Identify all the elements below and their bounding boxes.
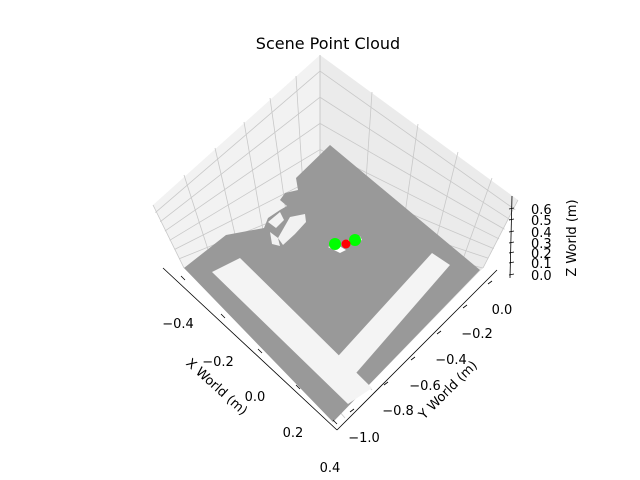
z-tick-label: 0.6: [531, 203, 552, 218]
y-tick-mark: [487, 280, 493, 285]
red-point: [341, 239, 351, 249]
z-tick-label: 0.2: [531, 247, 552, 262]
y-axis-line: [336, 269, 498, 431]
y-tick-label: −0.2: [461, 327, 493, 342]
x-tick-label: 0.4: [320, 461, 341, 476]
floor-hole-left: [212, 258, 372, 404]
x-tick-mark: [295, 384, 301, 390]
z-tick-mark: [508, 261, 515, 264]
z-tick-mark: [508, 218, 515, 221]
x-tick-label: −0.4: [162, 317, 194, 332]
chart-title: Scene Point Cloud: [256, 34, 400, 53]
y-tick-mark: [410, 356, 416, 361]
z-tick-label: 0.3: [531, 237, 552, 252]
x-tick-mark: [257, 348, 263, 354]
y-tick-label: −0.4: [435, 353, 467, 368]
floor-hole-right: [330, 253, 450, 380]
z-tick-label: 0.4: [531, 226, 552, 241]
y-tick-mark: [462, 304, 468, 309]
z-tick-mark: [508, 241, 515, 244]
z-axis-ticks: 0.00.10.20.30.40.50.6: [508, 203, 552, 284]
object-markers: [328, 234, 362, 253]
y-tick-label: 0.0: [492, 303, 513, 318]
z-tick-label: 0.1: [531, 257, 552, 272]
x-tick-label: 0.0: [245, 390, 266, 405]
z-axis-label: Z World (m): [565, 199, 580, 276]
notch-upper: [268, 212, 284, 228]
green-point: [349, 234, 361, 246]
x-tick-mark: [180, 275, 186, 281]
z-tick-label: 0.0: [531, 269, 552, 284]
x-tick-label: 0.2: [283, 426, 304, 441]
x-tick-mark: [220, 313, 226, 319]
y-tick-label: −1.0: [348, 431, 380, 446]
z-tick-mark: [508, 230, 515, 233]
x-tick-mark: [332, 419, 338, 425]
x-axis-ticks: −0.4 −0.2 0.0 0.2 0.4: [162, 275, 341, 476]
y-tick-label: −0.6: [409, 379, 441, 394]
notch-step: [270, 232, 280, 246]
y-tick-mark: [383, 381, 389, 386]
floor-patch: [184, 145, 480, 422]
y-tick-mark: [349, 408, 355, 413]
axis-lines: [162, 195, 513, 431]
x-tick-label: −0.2: [202, 355, 234, 370]
z-tick-mark: [508, 273, 515, 276]
notch-mid: [278, 214, 306, 245]
z-tick-label: 0.5: [531, 214, 552, 229]
z-tick-mark: [508, 251, 515, 254]
y-tick-label: −0.8: [382, 404, 414, 419]
y-axis-ticks: 0.0 −0.2 −0.4 −0.6 −0.8−1.0: [348, 280, 513, 446]
green-point: [329, 238, 341, 250]
x-axis-line: [162, 267, 338, 431]
z-axis-line: [509, 195, 513, 279]
scene-points: [184, 145, 480, 422]
z-tick-mark: [508, 207, 515, 210]
y-tick-mark: [436, 330, 442, 335]
